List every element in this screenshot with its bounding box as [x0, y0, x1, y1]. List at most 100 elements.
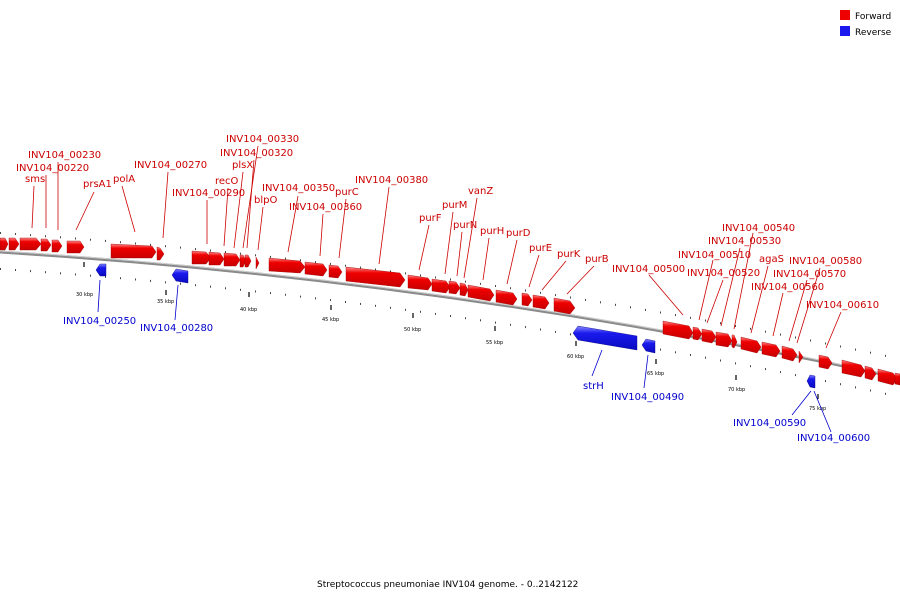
gene-forward[interactable] — [495, 289, 518, 306]
minor-tick — [600, 301, 601, 304]
minor-tick — [465, 317, 466, 320]
gene-forward[interactable] — [841, 359, 866, 378]
scale-label: 60 kbp — [567, 354, 584, 360]
gene-forward[interactable] — [223, 252, 241, 267]
gene-label[interactable]: purF — [419, 213, 442, 224]
gene-label[interactable]: INV104_00580 — [789, 256, 862, 267]
gene-forward[interactable] — [521, 292, 533, 307]
gene-forward[interactable] — [268, 257, 306, 274]
gene-label[interactable]: purD — [506, 228, 531, 239]
scale-label: 30 kbp — [76, 292, 93, 298]
gene-forward[interactable] — [701, 328, 717, 344]
gene-forward[interactable] — [110, 243, 157, 259]
gene-forward[interactable] — [692, 326, 703, 341]
gene-forward[interactable] — [467, 284, 495, 302]
gene-forward[interactable] — [864, 365, 877, 381]
gene-label[interactable]: INV104_00540 — [722, 223, 795, 234]
gene-label[interactable]: purC — [335, 187, 359, 198]
gene-forward[interactable] — [40, 238, 52, 252]
gene-forward[interactable] — [731, 334, 738, 349]
gene-forward[interactable] — [532, 294, 550, 310]
gene-label[interactable]: INV104_00360 — [289, 202, 362, 213]
gene-forward[interactable] — [328, 264, 343, 279]
gene-forward[interactable] — [208, 251, 225, 266]
gene-label[interactable]: vanZ — [468, 186, 493, 197]
gene-forward[interactable] — [459, 282, 469, 297]
minor-tick — [75, 273, 76, 276]
gene-label[interactable]: INV104_00270 — [134, 160, 207, 171]
gene-label[interactable]: INV104_00520 — [687, 268, 760, 279]
gene-forward[interactable] — [781, 345, 798, 362]
gene-label[interactable]: INV104_00350 — [262, 183, 335, 194]
gene-label[interactable]: INV104_00570 — [773, 269, 846, 280]
gene-label[interactable]: purE — [529, 243, 552, 254]
gene-forward[interactable] — [0, 237, 9, 251]
gene-label[interactable]: INV104_00220 — [16, 163, 89, 174]
gene-label[interactable]: INV104_00600 — [797, 433, 870, 444]
gene-label[interactable]: INV104_00290 — [172, 188, 245, 199]
gene-forward[interactable] — [239, 254, 247, 268]
minor-tick — [465, 280, 466, 283]
gene-forward[interactable] — [191, 250, 212, 265]
gene-label[interactable]: INV104_00500 — [612, 264, 685, 275]
gene-label[interactable]: blpO — [254, 195, 277, 206]
gene-label[interactable]: INV104_00610 — [806, 300, 879, 311]
gene-label[interactable]: INV104_00530 — [708, 236, 781, 247]
gene-label[interactable]: purM — [442, 200, 467, 211]
gene-forward[interactable] — [19, 237, 42, 251]
gene-label[interactable]: prsA1 — [83, 179, 112, 190]
scale-label: 35 kbp — [157, 299, 174, 305]
minor-tick — [615, 303, 616, 306]
gene-label[interactable]: INV104_00380 — [355, 175, 428, 186]
gene-label[interactable]: INV104_00490 — [611, 392, 684, 403]
gene-forward[interactable] — [51, 239, 63, 253]
gene-label[interactable]: purN — [453, 220, 477, 231]
gene-forward[interactable] — [662, 320, 694, 340]
gene-forward[interactable] — [553, 297, 576, 315]
scale-label: 50 kbp — [404, 327, 421, 333]
gene-forward[interactable] — [431, 278, 451, 294]
gene-forward[interactable] — [761, 341, 781, 358]
gene-label[interactable]: purB — [585, 254, 609, 265]
gene-reverse[interactable] — [806, 374, 816, 389]
gene-forward[interactable] — [818, 354, 833, 370]
gene-reverse[interactable] — [95, 263, 107, 277]
gene-forward[interactable] — [156, 246, 165, 261]
gene-label[interactable]: INV104_00560 — [751, 282, 824, 293]
gene-forward[interactable] — [715, 331, 733, 348]
gene-forward[interactable] — [244, 254, 252, 268]
gene-forward[interactable] — [407, 274, 433, 291]
gene-forward[interactable] — [66, 240, 85, 254]
gene-reverse[interactable] — [572, 325, 638, 351]
gene-forward[interactable] — [740, 336, 762, 354]
minor-tick — [525, 326, 526, 329]
gene-label[interactable]: recO — [215, 176, 239, 187]
gene-forward[interactable] — [304, 261, 328, 277]
gene-label[interactable]: INV104_00510 — [678, 250, 751, 261]
gene-forward[interactable] — [448, 280, 461, 295]
gene-label[interactable]: sms — [25, 174, 45, 185]
gene-label[interactable]: INV104_00320 — [220, 148, 293, 159]
gene-reverse[interactable] — [171, 268, 189, 284]
gene-label[interactable]: INV104_00590 — [733, 418, 806, 429]
legend-reverse-label: Reverse — [855, 28, 892, 38]
gene-forward[interactable] — [894, 372, 900, 386]
gene-label[interactable]: INV104_00330 — [226, 134, 299, 145]
gene-label[interactable]: plsX — [232, 160, 253, 171]
gene-label[interactable]: polA — [113, 174, 135, 185]
gene-label[interactable]: INV104_00280 — [140, 323, 213, 334]
gene-label[interactable]: INV104_00230 — [28, 150, 101, 161]
gene-label[interactable]: purK — [557, 249, 581, 260]
gene-reverse[interactable] — [641, 338, 656, 354]
gene-label[interactable]: agaS — [759, 254, 784, 265]
minor-tick — [840, 345, 841, 348]
gene-label[interactable]: purH — [480, 226, 504, 237]
gene-forward[interactable] — [255, 256, 260, 270]
gene-forward[interactable] — [798, 350, 804, 364]
gene-label[interactable]: strH — [583, 381, 604, 392]
gene-forward[interactable] — [8, 237, 20, 251]
gene-forward[interactable] — [877, 368, 898, 386]
gene-label[interactable]: INV104_00250 — [63, 316, 136, 327]
gene-forward[interactable] — [345, 266, 406, 288]
minor-tick — [630, 306, 631, 309]
